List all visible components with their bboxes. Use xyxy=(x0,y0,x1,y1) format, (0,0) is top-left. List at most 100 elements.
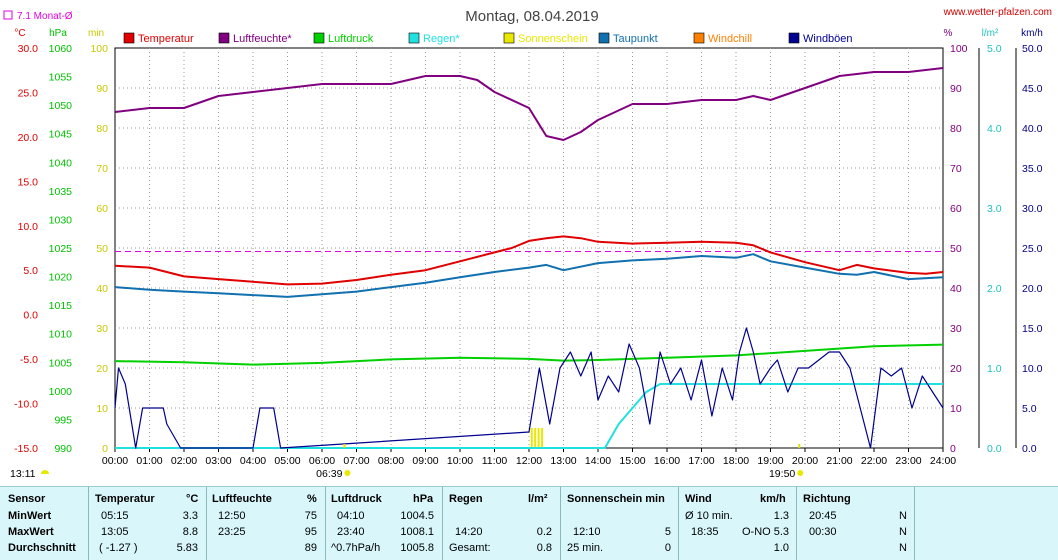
x-tick-label: 09:00 xyxy=(412,455,438,467)
hdr-wind: Wind xyxy=(685,493,712,505)
sun-markers: 06:39 19:50 13:11 xyxy=(10,444,804,480)
x-tick-label: 21:00 xyxy=(826,455,852,467)
wind-tick-label: 5.0 xyxy=(1022,403,1037,415)
x-tick-label: 05:00 xyxy=(274,455,300,467)
x-tick-label: 12:00 xyxy=(516,455,542,467)
sun-unit: min xyxy=(88,28,104,39)
sunrise-label: 06:39 xyxy=(316,468,342,480)
legend-label: Temperatur xyxy=(138,33,194,45)
sun-icon xyxy=(797,470,804,476)
month-avg-icon xyxy=(3,10,13,20)
source-link[interactable]: www.wetter-pfalzen.com xyxy=(943,7,1052,18)
sun-tick-label: 20 xyxy=(96,363,108,375)
sun-tick-label: 0 xyxy=(102,443,108,455)
stats-header-row: Sensor Temperatur °C Luftfeuchte % Luftd… xyxy=(0,493,1058,511)
sunshine-bar xyxy=(530,428,533,448)
hdr-temp: Temperatur xyxy=(95,493,155,505)
sun-tick-label: 60 xyxy=(96,203,108,215)
pressure-tick-label: 990 xyxy=(54,443,72,455)
x-tick-label: 14:00 xyxy=(585,455,611,467)
max-wind-dir: O-NO xyxy=(742,526,771,538)
sunshine-bar xyxy=(541,428,544,448)
x-tick-label: 08:00 xyxy=(378,455,404,467)
max-dir-val: N xyxy=(899,526,907,538)
max-label: MaxWert xyxy=(8,526,54,538)
axis-ticks: 30.0 25.0 20.0 15.0 10.0 5.0 0.0 -5.0 -10.0 -15.0… xyxy=(14,43,1043,467)
legend-label: Regen* xyxy=(423,33,460,45)
hdr-humidity: Luftfeuchte xyxy=(212,493,272,505)
max-sun-val: 5 xyxy=(664,526,671,538)
avg-press-val: 1005.8 xyxy=(400,542,434,554)
max-dir-time: 00:30 xyxy=(809,526,837,538)
x-tick-label: 03:00 xyxy=(205,455,231,467)
sunshine-bar xyxy=(537,428,540,448)
min-press-val: 1004.5 xyxy=(400,510,434,522)
sun-icon xyxy=(344,470,351,476)
pressure-tick-label: 1055 xyxy=(49,72,73,84)
x-tick-label: 13:00 xyxy=(550,455,576,467)
hdr-sensor: Sensor xyxy=(8,493,46,505)
max-rain-time: 14:20 xyxy=(455,526,483,538)
sunshine-bar xyxy=(534,428,537,448)
avg-rain-label: Gesamt: xyxy=(449,542,491,554)
x-tick-label: 23:00 xyxy=(895,455,921,467)
stats-min-row: MinWert 05:15 3.3 12:50 75 04:10 1004.5 … xyxy=(0,510,1058,528)
humidity-tick-label: 100 xyxy=(950,43,968,55)
sun-tick-label: 90 xyxy=(96,83,108,95)
rain-tick-label: 1.0 xyxy=(987,363,1002,375)
sun-tick-label: 40 xyxy=(96,283,108,295)
hdr-rain: Regen xyxy=(449,493,483,505)
humidity-tick-label: 50 xyxy=(950,243,962,255)
humidity-tick-label: 0 xyxy=(950,443,956,455)
hdr-sun: Sonnenschein min xyxy=(567,493,665,505)
legend-swatch xyxy=(313,32,325,44)
temp-tick-label: -15.0 xyxy=(14,443,38,455)
temp-tick-label: -10.0 xyxy=(14,399,38,411)
humidity-tick-label: 30 xyxy=(950,323,962,335)
x-tick-label: 06:00 xyxy=(309,455,335,467)
rain-tick-label: 2.0 xyxy=(987,283,1002,295)
hdr-direction: Richtung xyxy=(803,493,851,505)
x-tick-label: 04:00 xyxy=(240,455,266,467)
wind-tick-label: 20.0 xyxy=(1022,283,1043,295)
pressure-tick-label: 1015 xyxy=(49,300,73,312)
stats-max-row: MaxWert 13:05 8.8 23:25 95 23:40 1008.1 … xyxy=(0,526,1058,544)
sunset-label: 19:50 xyxy=(769,468,795,480)
pressure-tick-label: 1050 xyxy=(49,100,73,112)
humidity-tick-label: 10 xyxy=(950,403,962,415)
sun-tick-label: 50 xyxy=(96,243,108,255)
legend-label: Windböen xyxy=(803,33,853,45)
pressure-tick-label: 995 xyxy=(54,414,72,426)
min-wind-val: 1.3 xyxy=(773,510,789,522)
legend-swatch xyxy=(218,32,230,44)
axis-units: °C hPa min % l/m² km/h xyxy=(14,28,1042,39)
series-lines xyxy=(114,67,944,449)
series-line-luftdruck xyxy=(114,343,944,366)
temp-tick-label: 10.0 xyxy=(18,221,39,233)
wind-tick-label: 0.0 xyxy=(1022,443,1037,455)
legend-swatch xyxy=(503,32,515,44)
rain-unit: l/m² xyxy=(982,28,999,39)
max-sun-time: 12:10 xyxy=(573,526,601,538)
avg-sun-total: 25 min. xyxy=(567,542,604,554)
max-press-time: 23:40 xyxy=(337,526,365,538)
grid xyxy=(115,48,943,448)
month-avg-legend: 7.1 Monat-Ø xyxy=(3,10,73,22)
x-tick-label: 10:00 xyxy=(447,455,473,467)
legend-label: Luftfeuchte* xyxy=(233,33,292,45)
temp-tick-label: 15.0 xyxy=(18,176,39,188)
pressure-tick-label: 1030 xyxy=(49,214,73,226)
wind-tick-label: 45.0 xyxy=(1022,83,1043,95)
x-tick-label: 15:00 xyxy=(619,455,645,467)
legend-swatch xyxy=(408,32,420,44)
rain-tick-label: 4.0 xyxy=(987,123,1002,135)
avg-press-trend: ^0.7hPa/h xyxy=(331,542,381,554)
month-avg-label: 7.1 Monat-Ø xyxy=(17,11,73,22)
hdr-pressure-unit: hPa xyxy=(413,493,434,505)
pressure-tick-label: 1020 xyxy=(49,272,73,284)
min-wind-time: Ø 10 min. xyxy=(685,510,733,522)
sun-tick-label: 30 xyxy=(96,323,108,335)
min-hum-time: 12:50 xyxy=(218,510,246,522)
x-tick-label: 00:00 xyxy=(102,455,128,467)
avg-temp-trend: ( -1.27 ) xyxy=(99,542,138,554)
